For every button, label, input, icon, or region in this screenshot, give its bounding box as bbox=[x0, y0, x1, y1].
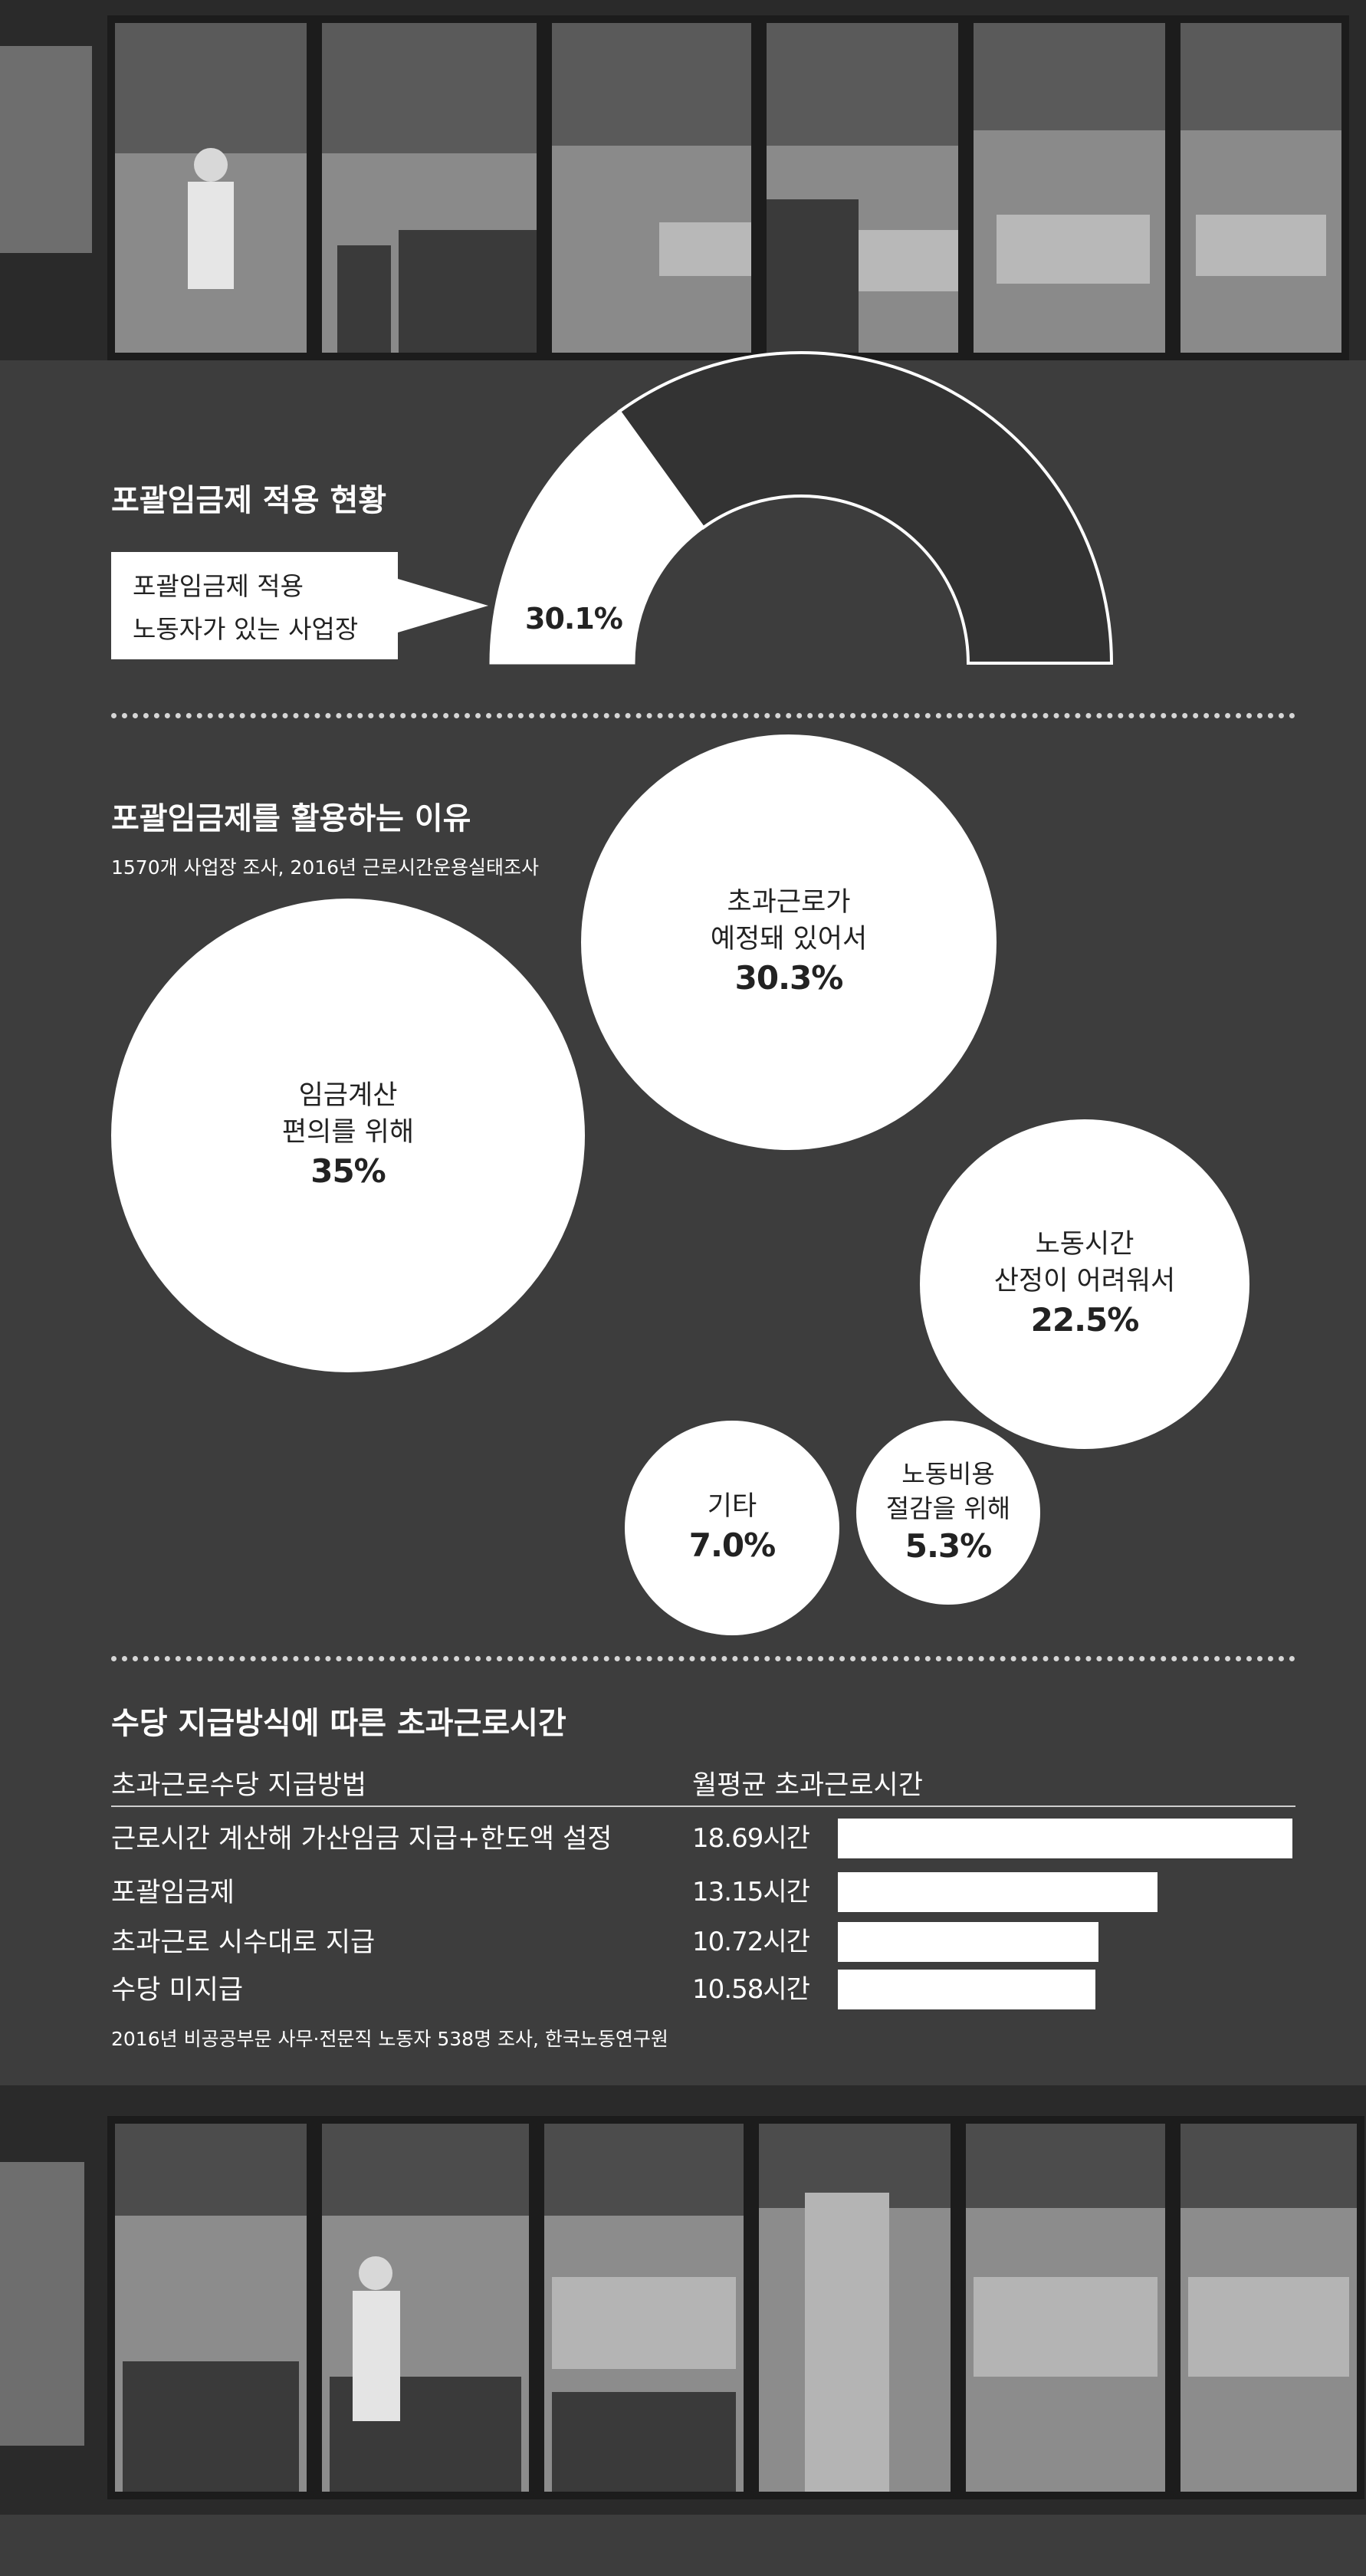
bubble-labor-cost: 노동비용 절감을 위해 5.3% bbox=[856, 1421, 1040, 1605]
bubble-label-line: 예정돼 있어서 bbox=[710, 923, 868, 955]
column-header-hours: 월평균 초과근로시간 bbox=[692, 1770, 923, 1801]
gauge-segment-other bbox=[617, 351, 1114, 665]
bubble-value: 22.5% bbox=[1030, 1300, 1140, 1339]
row-value: 10.72시간 bbox=[692, 1927, 810, 1957]
bubble-label-line: 임금계산 bbox=[298, 1080, 398, 1112]
source-note: 2016년 비공공부문 사무·전문직 노동자 538명 조사, 한국노동연구원 bbox=[111, 2028, 668, 2050]
callout-box: 포괄임금제 적용 노동자가 있는 사업장 bbox=[111, 552, 398, 659]
bubble-label-line: 노동비용 bbox=[901, 1459, 995, 1490]
dotted-divider-1 bbox=[111, 713, 1295, 718]
row-label: 근로시간 계산해 가산임금 지급+한도액 설정 bbox=[111, 1824, 612, 1855]
row-label: 수당 미지급 bbox=[111, 1975, 244, 2006]
row-bar bbox=[838, 1872, 1157, 1912]
row-value: 13.15시간 bbox=[692, 1877, 810, 1907]
dotted-divider-2 bbox=[111, 1656, 1295, 1661]
bubble-label-line: 기타 bbox=[707, 1491, 757, 1523]
column-header-method: 초과근로수당 지급방법 bbox=[111, 1770, 367, 1801]
bubble-overtime-planned: 초과근로가 예정돼 있어서 30.3% bbox=[581, 734, 997, 1150]
header-rule bbox=[111, 1806, 1295, 1807]
gauge-value-label: 30.1% bbox=[525, 602, 623, 636]
bubble-value: 5.3% bbox=[905, 1527, 992, 1566]
callout-pointer bbox=[398, 579, 488, 632]
section3-title: 수당 지급방식에 따른 초과근로시간 bbox=[111, 1706, 566, 1741]
row-label: 초과근로 시수대로 지급 bbox=[111, 1927, 376, 1958]
bubble-value: 7.0% bbox=[688, 1526, 776, 1565]
bubble-label-line: 산정이 어려워서 bbox=[993, 1265, 1176, 1296]
row-bar bbox=[838, 1819, 1292, 1858]
bubble-label-line: 노동시간 bbox=[1035, 1229, 1135, 1260]
section2-subtitle: 1570개 사업장 조사, 2016년 근로시간운용실태조사 bbox=[111, 856, 539, 879]
bubble-other: 기타 7.0% bbox=[625, 1421, 839, 1635]
section2-title: 포괄임금제를 활용하는 이유 bbox=[111, 801, 471, 836]
row-value: 10.58시간 bbox=[692, 1974, 810, 2005]
bubble-value: 35% bbox=[310, 1152, 386, 1190]
bubble-label-line: 초과근로가 bbox=[727, 887, 851, 918]
bubble-label-line: 편의를 위해 bbox=[281, 1116, 415, 1148]
row-bar bbox=[838, 1970, 1095, 2009]
callout-line-2: 노동자가 있는 사업장 bbox=[133, 614, 359, 644]
bubble-hours-hard: 노동시간 산정이 어려워서 22.5% bbox=[920, 1119, 1249, 1449]
section1-title: 포괄임금제 적용 현황 bbox=[111, 483, 387, 518]
row-bar bbox=[838, 1922, 1098, 1962]
bubble-value: 30.3% bbox=[734, 958, 844, 997]
bubble-wage-calc: 임금계산 편의를 위해 35% bbox=[111, 899, 585, 1372]
gauge-chart bbox=[489, 351, 1114, 665]
office-photo-bottom bbox=[0, 2085, 1366, 2576]
callout-line-1: 포괄임금제 적용 bbox=[133, 571, 304, 601]
office-photo-top bbox=[0, 0, 1366, 391]
bubble-label-line: 절감을 위해 bbox=[885, 1493, 1011, 1523]
row-label: 포괄임금제 bbox=[111, 1878, 235, 1908]
row-value: 18.69시간 bbox=[692, 1823, 810, 1854]
gauge-segment-applied bbox=[489, 409, 705, 665]
